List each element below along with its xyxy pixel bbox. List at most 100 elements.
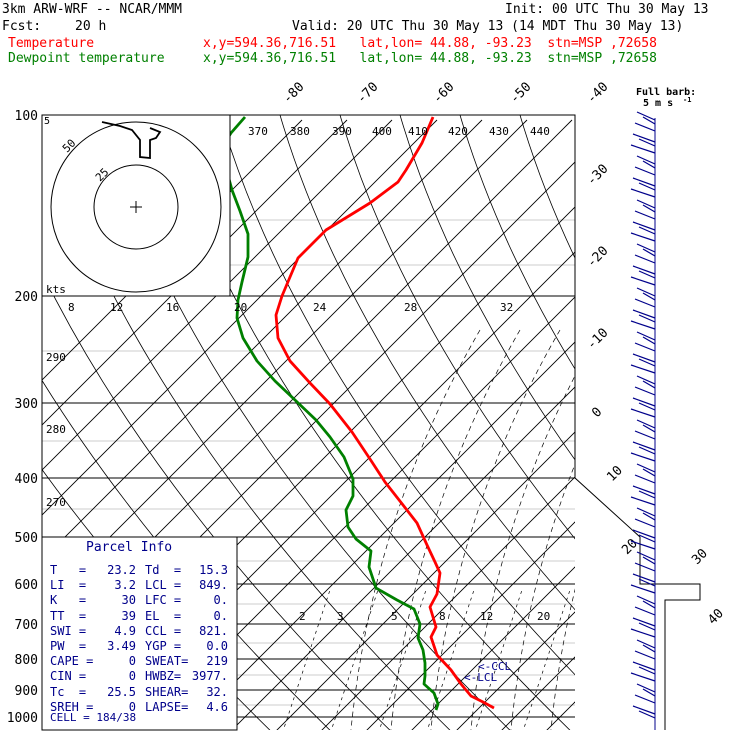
wind-legend-exponent: -1 [683, 96, 692, 104]
parcel-info-cell: LFC = [145, 593, 182, 608]
wind-barbs [630, 111, 656, 730]
isotherm-line [627, 120, 740, 740]
wind-barb-half [642, 116, 656, 125]
wind-barb [634, 210, 656, 220]
wind-barb [634, 650, 656, 660]
wind-barb-half [638, 446, 656, 455]
pressure-label: 1000 [7, 711, 38, 726]
moist-adiabat [430, 329, 561, 730]
wind-barb-half [642, 644, 656, 653]
right-temperature-label: -30 [584, 162, 611, 189]
theta-label: 420 [448, 125, 468, 138]
mixing-ratio-label: 8 [68, 301, 75, 314]
top-temperature-label: -50 [507, 80, 534, 107]
mixing-ratio-label: 20 [234, 301, 247, 314]
wind-barb [632, 617, 656, 627]
moist-adiabat [350, 329, 481, 730]
hodograph-trace [101, 121, 162, 159]
parcel-info-cell: 30 [121, 593, 136, 608]
wind-barb [630, 232, 656, 242]
mixing-ratio-label: 28 [404, 301, 417, 314]
forecast-label: Fcst: [2, 19, 42, 34]
wind-barb [632, 573, 656, 583]
parcel-info-cell: K = [50, 593, 87, 608]
mixing-ratio-line [522, 589, 571, 730]
theta-label: 440 [530, 125, 550, 138]
parcel-info-cell: 25.5 [107, 684, 136, 699]
hodograph-corner-label: 5 [44, 116, 50, 127]
theta-label: 430 [489, 125, 509, 138]
wind-barb [632, 661, 656, 671]
isotherm-line [672, 120, 740, 740]
top-temperature-label: -60 [430, 80, 457, 107]
isotherm-line [411, 566, 575, 730]
mixing-ratio-label: 16 [166, 301, 179, 314]
mixing-ratio-line [282, 589, 331, 730]
mixing-ratio-label-lower: 8 [439, 610, 446, 623]
dry-adiabat [42, 271, 391, 730]
wind-barb-half [638, 402, 656, 411]
parcel-info-cell: PW = [50, 639, 87, 653]
wind-barb [632, 397, 656, 407]
isotherm-line [42, 119, 393, 471]
parcel-info-cell: 3.2 [114, 578, 136, 593]
wind-barb [632, 265, 656, 275]
theta-label: 380 [290, 125, 310, 138]
wind-barb-half [642, 380, 656, 389]
right-temperature-label: -10 [584, 326, 611, 353]
wind-barb [630, 320, 656, 330]
moist-adiabat [510, 463, 575, 730]
wind-barb [636, 683, 656, 693]
isotherm-line [501, 656, 575, 730]
pressure-label: 600 [15, 578, 38, 593]
moist-adiabat [550, 588, 575, 730]
wind-barb-half [638, 490, 656, 499]
mixing-ratio-line [330, 589, 379, 730]
wind-barb [634, 342, 656, 352]
wind-barb [634, 518, 656, 528]
parcel-info-cell: LAPSE= [145, 699, 189, 714]
parcel-info-cell: 39 [121, 608, 136, 623]
wind-barb [630, 364, 656, 374]
theta-label: 410 [408, 125, 428, 138]
isotherm-line [276, 431, 575, 730]
hodograph-ring-25 [93, 164, 179, 250]
parcel-info-cell: Tc = [50, 684, 87, 699]
wind-barb [630, 584, 656, 594]
init-time: Init: 00 UTC Thu 30 May 13 [505, 2, 709, 17]
parcel-info-cell: YGP = [145, 639, 182, 653]
wind-barb [636, 551, 656, 561]
wind-barb [636, 111, 656, 121]
hodograph-unit: kts [46, 283, 66, 296]
model-title: 3km ARW-WRF -- NCAR/MMM [2, 2, 183, 17]
dry-adiabat [700, 115, 740, 740]
mixing-ratio-line [426, 589, 475, 730]
parcel-info-cell: 4.6 [206, 699, 228, 714]
wind-barb [630, 188, 656, 198]
isotherm-line [321, 476, 575, 730]
dewpoint-profile [220, 116, 440, 711]
wind-barb [636, 287, 656, 297]
right-temperature-label: 10 [604, 463, 626, 485]
wind-barb [632, 705, 656, 715]
lcl-marker: <-LCL [464, 671, 498, 684]
dry-adiabat [42, 379, 331, 730]
theta-left-label: 280 [46, 423, 66, 436]
hodograph-ring-50 [50, 121, 222, 293]
wind-barb [632, 529, 656, 539]
parcel-info-cell: Td = [145, 563, 182, 577]
pressure-label: 900 [15, 684, 38, 699]
parcel-info-cell: CCL = [145, 623, 182, 638]
theta-left-label: 270 [46, 496, 66, 509]
wind-barb [636, 595, 656, 605]
temperature-legend: Temperature [8, 36, 95, 51]
parcel-info-cell: 219 [206, 654, 228, 669]
parcel-info-cell: CIN = [50, 669, 87, 684]
parcel-info-cell: SHEAR= [145, 684, 189, 699]
parcel-info-cell: 0 [128, 699, 136, 714]
mixing-ratio-label: 24 [313, 301, 327, 314]
wind-barb-half [638, 622, 656, 631]
parcel-info-cell: 0. [213, 608, 228, 623]
wind-barb-half [638, 270, 656, 279]
pressure-label: 800 [15, 653, 38, 668]
